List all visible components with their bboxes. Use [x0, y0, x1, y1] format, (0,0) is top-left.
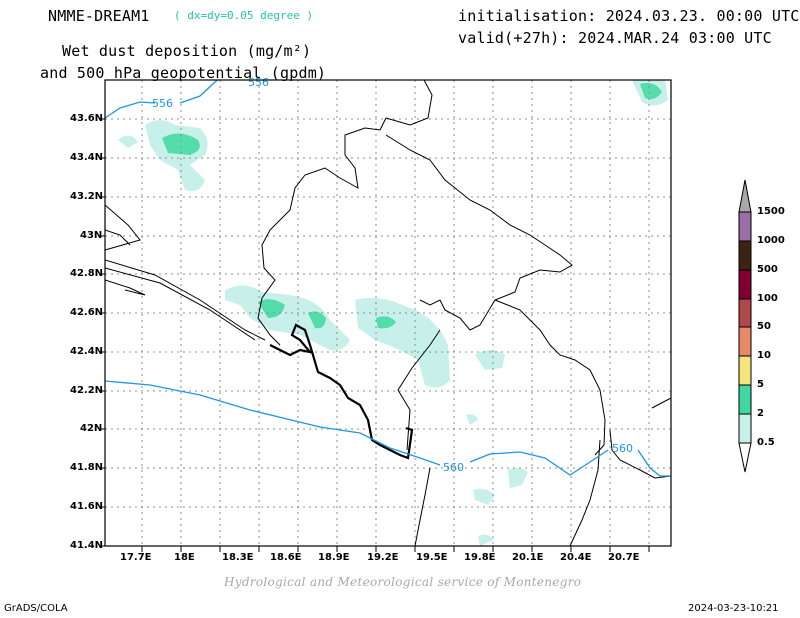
- colorbar-label: 10: [757, 350, 771, 361]
- dust-area-light: [466, 414, 478, 425]
- dust-area-medium: [162, 133, 200, 155]
- dust-area-medium: [376, 316, 396, 329]
- country-borders: [105, 80, 671, 546]
- colorbar-label: 1000: [757, 235, 785, 246]
- colorbar-swatch: [738, 413, 752, 444]
- lat-tick-label: 42.6N: [70, 307, 104, 318]
- dust-area-light: [355, 297, 450, 388]
- lat-tick-label: 42.2N: [70, 385, 104, 396]
- lon-tick-label: 20.4E: [560, 552, 592, 563]
- dust-area-light: [118, 135, 138, 148]
- dust-area-light: [508, 467, 528, 488]
- lon-tick-label: 17.7E: [120, 552, 152, 563]
- dust-area-light: [475, 350, 505, 370]
- colorbar-label: 1500: [757, 206, 785, 217]
- dust-area-medium: [308, 311, 326, 329]
- credit-line: Hydrological and Meteorological service …: [224, 575, 582, 589]
- lat-tick-label: 43N: [80, 230, 103, 241]
- lat-tick-label: 43.2N: [70, 191, 104, 202]
- contour-label: 560: [612, 442, 633, 455]
- colorbar-top-arrow: [738, 179, 752, 213]
- lon-tick-label: 18.3E: [222, 552, 254, 563]
- lon-tick-label: 19.2E: [367, 552, 399, 563]
- dust-area-light: [473, 488, 495, 505]
- contour-556: [179, 80, 219, 104]
- title-line2: and 500 hPa geopotential (gpdm): [40, 64, 327, 82]
- model-name: NMME-DREAM1: [48, 7, 150, 25]
- contour-560: [105, 380, 441, 466]
- dust-medium-areas: [162, 83, 662, 329]
- lat-tick-label: 41.4N: [70, 540, 104, 551]
- gridlines: [105, 80, 671, 546]
- montenegro-coastline: [269, 323, 414, 460]
- lon-tick-label: 18.9E: [318, 552, 350, 563]
- timestamp-label: 2024-03-23-10:21: [688, 603, 779, 614]
- lat-tick-label: 42.8N: [70, 268, 104, 279]
- colorbar-swatch: [738, 298, 752, 328]
- colorbar-swatch: [738, 384, 752, 415]
- init-time: initialisation: 2024.03.23. 00:00 UTC: [458, 7, 800, 25]
- lat-tick-label: 41.8N: [70, 462, 104, 473]
- colorbar-label: 100: [757, 293, 778, 304]
- colorbar-swatch: [738, 326, 752, 357]
- title-line1: Wet dust deposition (mg/m²): [62, 42, 312, 60]
- colorbar-label: 0.5: [757, 437, 775, 448]
- lon-tick-label: 19.8E: [464, 552, 496, 563]
- dust-area-light: [478, 534, 494, 546]
- colorbar: [738, 179, 752, 473]
- resolution-label: ( dx=dy=0.05 degree ): [174, 9, 314, 22]
- dust-area-light: [225, 285, 350, 351]
- contour-560: [469, 449, 609, 476]
- contour-556: [105, 101, 156, 119]
- colorbar-label: 50: [757, 321, 771, 332]
- lat-tick-label: 43.4N: [70, 152, 104, 163]
- dust-area-medium: [258, 299, 285, 318]
- contour-label: 556: [152, 97, 173, 110]
- geopotential-contours: [105, 80, 671, 477]
- lat-tick-label: 42.4N: [70, 346, 104, 357]
- dust-area-light: [145, 120, 208, 192]
- dust-area-medium: [640, 83, 662, 100]
- axis-ticks: [99, 118, 650, 552]
- contour-560: [637, 449, 671, 477]
- lon-tick-label: 20.7E: [608, 552, 640, 563]
- colorbar-swatch: [738, 355, 752, 386]
- colorbar-label: 500: [757, 264, 778, 275]
- colorbar-bottom-arrow: [738, 442, 752, 473]
- lon-tick-label: 20.1E: [512, 552, 544, 563]
- contour-label: 556: [248, 76, 269, 89]
- colorbar-swatch: [738, 269, 752, 300]
- lat-tick-label: 43.6N: [70, 113, 104, 124]
- valid-time: valid(+27h): 2024.MAR.24 03:00 UTC: [458, 29, 772, 47]
- colorbar-swatch: [738, 211, 752, 242]
- lon-tick-label: 19.5E: [416, 552, 448, 563]
- colorbar-label: 2: [757, 408, 764, 419]
- lon-tick-label: 18.6E: [270, 552, 302, 563]
- colorbar-swatch: [738, 240, 752, 271]
- colorbar-label: 5: [757, 379, 764, 390]
- lat-tick-label: 42N: [80, 423, 103, 434]
- lat-tick-label: 41.6N: [70, 501, 104, 512]
- software-label: GrADS/COLA: [4, 603, 68, 614]
- contour-label: 560: [443, 461, 464, 474]
- lon-tick-label: 18E: [174, 552, 195, 563]
